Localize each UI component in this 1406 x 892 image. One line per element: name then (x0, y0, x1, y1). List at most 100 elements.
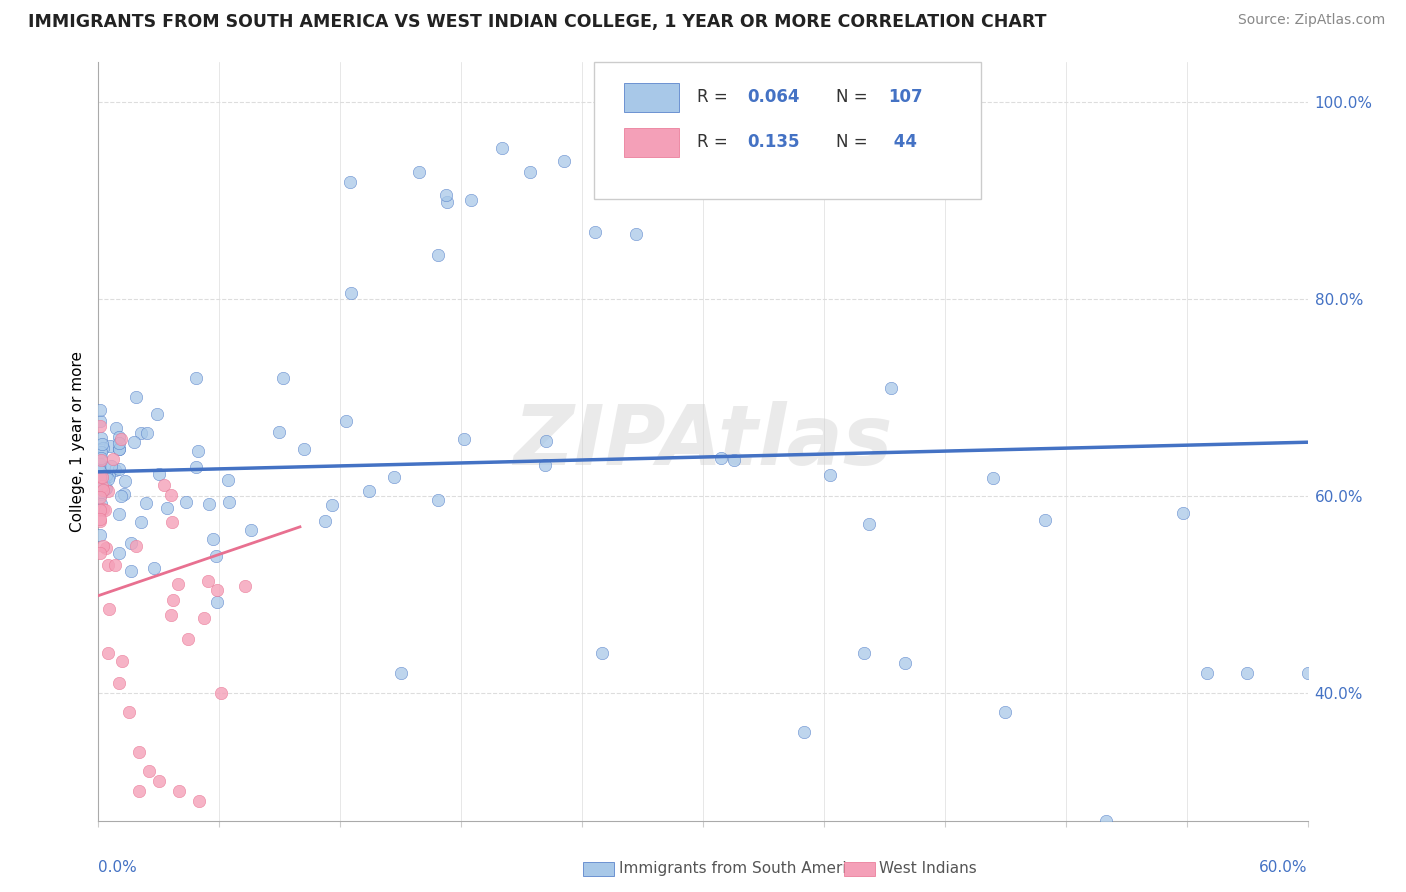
Point (591, 646, 613, 660)
Point (125, 540, 148, 554)
Point (89, 481, 111, 495)
Point (94, 502, 117, 516)
Point (218, 495, 240, 509)
Point (90, 487, 112, 501)
Point (339, 175, 361, 189)
Point (534, 434, 557, 449)
Point (89, 514, 111, 528)
Point (142, 561, 165, 575)
Point (129, 426, 152, 441)
Point (382, 470, 405, 484)
Point (162, 515, 184, 529)
Point (90, 452, 112, 467)
Text: IMMIGRANTS FROM SOUTH AMERICA VS WEST INDIAN COLLEGE, 1 YEAR OR MORE CORRELATION: IMMIGRANTS FROM SOUTH AMERICA VS WEST IN… (28, 13, 1046, 31)
Text: 0.135: 0.135 (748, 133, 800, 151)
Point (186, 459, 208, 474)
Point (267, 425, 290, 439)
Point (460, 194, 482, 208)
Point (426, 493, 449, 508)
Point (174, 495, 197, 509)
FancyBboxPatch shape (624, 83, 679, 112)
Point (97, 484, 120, 499)
Point (534, 458, 557, 472)
Point (292, 442, 315, 456)
Point (709, 451, 731, 466)
Point (107, 462, 129, 476)
Point (129, 515, 152, 529)
Point (160, 488, 183, 502)
Point (335, 414, 357, 428)
Point (90, 437, 112, 451)
Point (128, 745, 150, 759)
Point (97, 558, 120, 572)
Point (94, 469, 117, 483)
FancyBboxPatch shape (624, 128, 679, 157)
Point (723, 453, 745, 467)
Point (91, 502, 114, 516)
Point (114, 474, 136, 488)
Point (197, 574, 219, 589)
Point (583, 225, 606, 239)
Point (205, 582, 228, 597)
Point (1173, 506, 1195, 520)
FancyBboxPatch shape (595, 62, 981, 199)
Point (209, 685, 232, 699)
Point (100, 459, 122, 474)
Point (89, 511, 111, 525)
Point (124, 434, 146, 449)
Point (101, 451, 124, 466)
Point (188, 794, 211, 808)
Point (128, 784, 150, 798)
Point (321, 498, 343, 512)
Point (434, 188, 457, 202)
Point (91, 475, 114, 490)
Point (193, 610, 215, 624)
Text: R =: R = (697, 88, 733, 106)
Point (818, 467, 841, 482)
Point (153, 478, 176, 492)
Point (90, 445, 112, 459)
Point (91, 483, 114, 498)
Y-axis label: College, 1 year or more: College, 1 year or more (69, 351, 84, 532)
Point (94, 481, 117, 495)
Point (118, 706, 141, 720)
Point (97, 602, 120, 616)
Point (453, 432, 475, 446)
Point (89, 462, 111, 476)
Text: N =: N = (837, 133, 873, 151)
Point (858, 517, 880, 532)
Point (436, 194, 458, 209)
Point (89, 546, 111, 560)
Point (176, 632, 198, 647)
Point (427, 248, 450, 262)
Point (112, 487, 135, 501)
Point (217, 473, 239, 487)
Point (107, 436, 129, 450)
Point (1195, 665, 1218, 680)
Point (314, 514, 336, 528)
Text: 0.0%: 0.0% (98, 860, 138, 875)
Point (107, 675, 129, 690)
Point (145, 407, 167, 421)
Point (167, 784, 190, 798)
Point (89, 461, 111, 475)
Point (110, 432, 132, 446)
Point (1236, 665, 1258, 680)
Point (1033, 513, 1056, 527)
Point (107, 546, 129, 560)
Point (107, 442, 129, 457)
Point (138, 764, 160, 779)
Point (167, 577, 190, 591)
Point (160, 607, 183, 622)
Point (389, 665, 412, 680)
Point (107, 507, 129, 521)
Point (111, 654, 134, 668)
Point (90, 479, 112, 493)
Point (107, 429, 129, 443)
Point (148, 467, 170, 481)
Point (1095, 814, 1118, 828)
Point (91, 539, 114, 553)
Point (104, 463, 127, 477)
Point (271, 370, 294, 384)
Point (136, 426, 159, 441)
